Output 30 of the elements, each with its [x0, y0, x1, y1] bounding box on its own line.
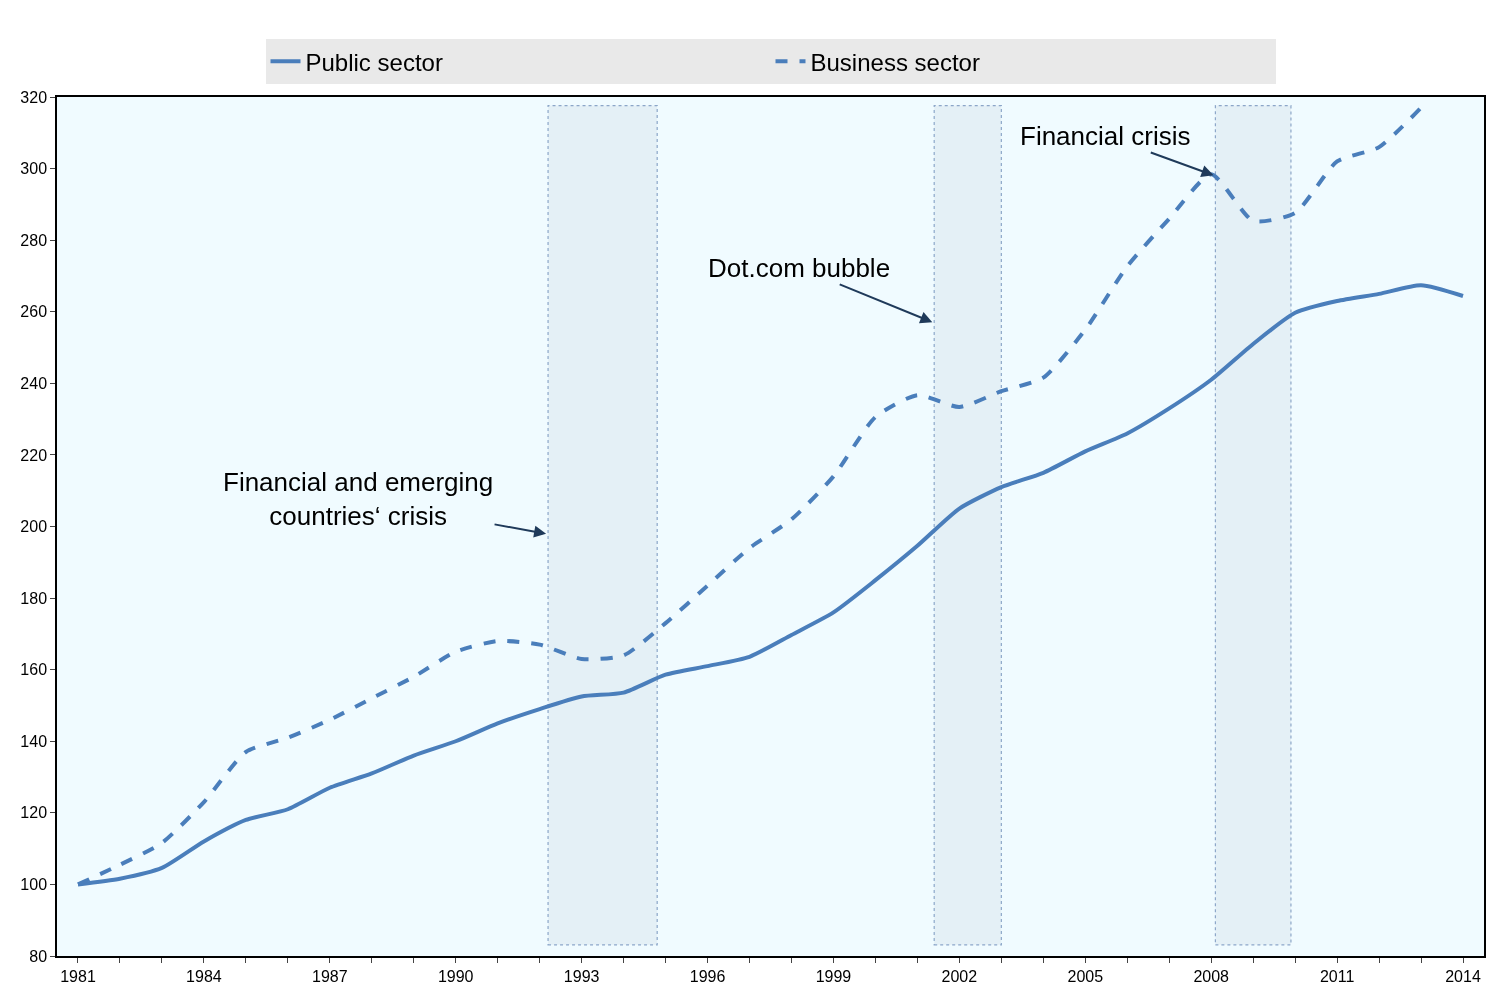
y-tick-label: 320 [20, 88, 48, 106]
band-label: Financial and emerging countries‘ crisis [223, 467, 494, 531]
x-tick-label: 2008 [1193, 967, 1230, 985]
y-tick-label: 180 [20, 589, 48, 607]
x-tick-label: 2014 [1445, 967, 1481, 985]
x-tick-label: 1999 [815, 967, 852, 985]
x-tick-label: 2011 [1319, 967, 1355, 985]
y-tick-label: 240 [20, 374, 48, 392]
y-tick-label: 280 [20, 231, 48, 249]
y-tick-label: 200 [20, 518, 48, 536]
x-tick-label: 2005 [1067, 967, 1104, 985]
y-tick-label: 160 [20, 661, 48, 679]
legend-label: Business sector [810, 48, 980, 76]
x-tick-label: 1993 [563, 967, 600, 985]
band-label: Dot.com bubble [708, 253, 891, 283]
y-tick-label: 260 [20, 303, 48, 321]
y-tick-label: 140 [20, 732, 48, 750]
y-tick-label: 120 [20, 804, 48, 822]
x-tick-label: 1996 [689, 967, 726, 985]
x-tick-label: 2002 [941, 967, 978, 985]
y-tick-label: 220 [20, 446, 48, 464]
x-tick-label: 1981 [60, 967, 96, 985]
y-tick-label: 300 [20, 160, 48, 178]
y-tick-label: 80 [29, 947, 48, 965]
x-tick-label: 1990 [437, 967, 474, 985]
x-tick-label: 1987 [312, 967, 348, 985]
y-tick-label: 100 [20, 876, 48, 894]
legend-label: Public sector [305, 48, 443, 76]
x-tick-label: 1984 [186, 967, 222, 985]
band-label: Financial crisis [1020, 121, 1191, 151]
